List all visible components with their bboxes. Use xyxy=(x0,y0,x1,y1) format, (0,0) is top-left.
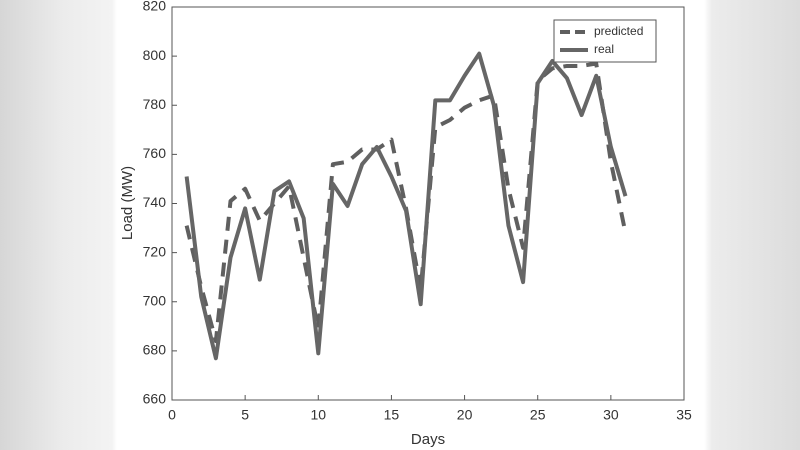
y-tick-label: 760 xyxy=(143,145,167,161)
legend-box xyxy=(553,19,657,63)
y-tick-label: 680 xyxy=(143,342,167,358)
x-tick-label: 0 xyxy=(168,407,176,423)
y-tick-label: 780 xyxy=(143,96,167,112)
x-tick-label: 25 xyxy=(530,407,546,423)
x-tick-label: 10 xyxy=(310,407,326,423)
legend-label: predicted xyxy=(594,24,643,38)
legend-label: real xyxy=(594,42,614,56)
x-tick-label: 20 xyxy=(457,407,473,423)
x-tick-label: 5 xyxy=(241,407,249,423)
y-tick-label: 740 xyxy=(143,194,167,210)
y-tick-label: 720 xyxy=(143,243,167,259)
x-tick-label: 35 xyxy=(676,407,692,423)
x-axis-label: Days xyxy=(411,431,445,448)
y-tick-label: 660 xyxy=(143,391,167,407)
y-tick-label: 820 xyxy=(143,0,167,14)
x-tick-label: 15 xyxy=(384,407,400,423)
y-tick-label: 800 xyxy=(143,47,167,63)
y-tick-label: 700 xyxy=(143,292,167,308)
y-axis-label: Load (MW) xyxy=(119,166,136,240)
x-tick-label: 30 xyxy=(603,407,619,423)
series-line xyxy=(184,51,628,361)
